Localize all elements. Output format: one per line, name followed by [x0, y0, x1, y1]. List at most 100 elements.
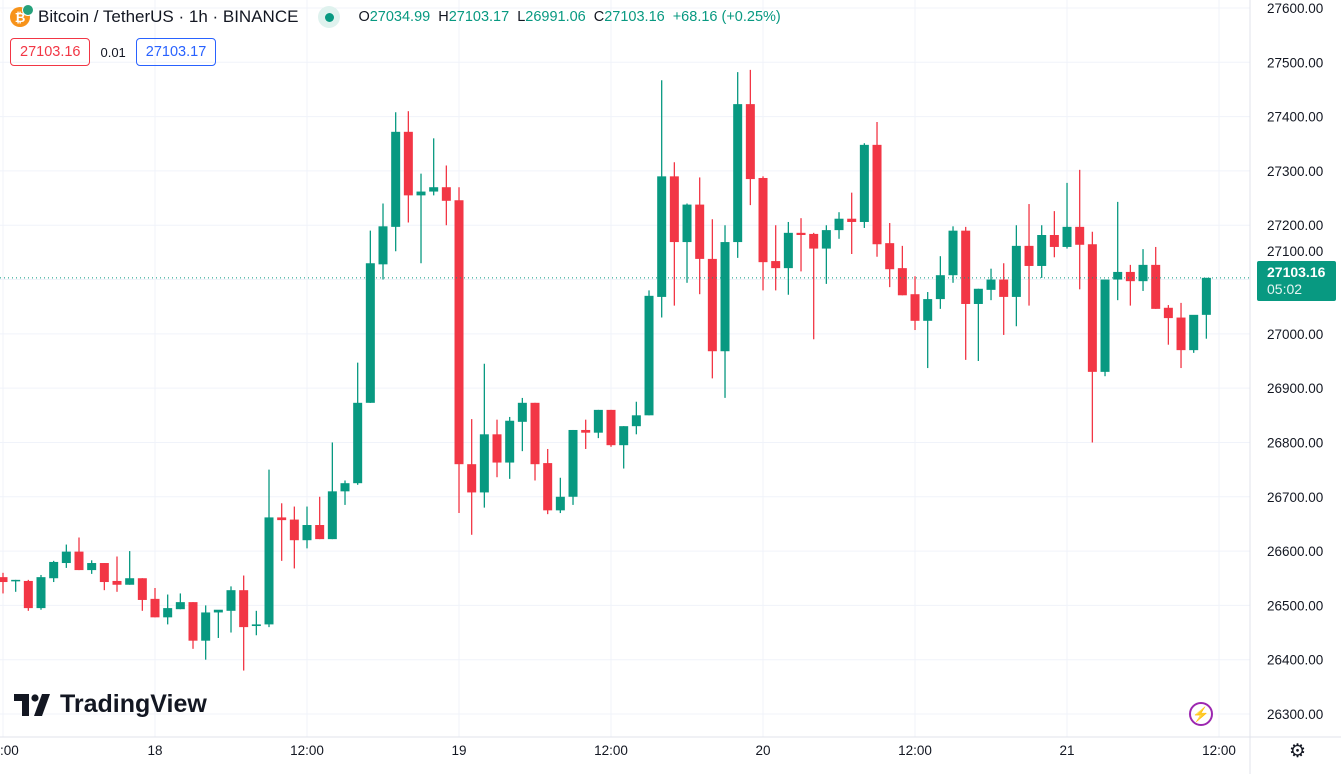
candle-body: [454, 200, 464, 465]
candle-down: [467, 419, 477, 535]
candle-up: [125, 551, 135, 585]
candle-down: [1075, 169, 1085, 290]
candle-body: [606, 409, 616, 446]
candle-body: [479, 434, 489, 493]
candle-body: [1024, 245, 1034, 266]
candle-down: [885, 223, 895, 288]
candle-body: [1100, 279, 1110, 372]
candle-body: [1163, 307, 1173, 319]
candle-body: [0, 577, 8, 583]
candle-down: [847, 192, 857, 255]
candle-down: [454, 187, 464, 514]
candle-up: [593, 409, 603, 439]
candle-body: [125, 578, 135, 585]
candle-body: [1087, 244, 1097, 372]
candle-body: [593, 409, 603, 433]
candle-body: [758, 177, 768, 263]
candle-body: [150, 598, 160, 618]
bitcoin-icon: ₿: [10, 4, 34, 27]
candle-body: [302, 525, 312, 541]
candle-up: [378, 203, 388, 280]
candle-body: [264, 517, 274, 625]
candle-up: [555, 477, 565, 514]
candle-body: [467, 464, 477, 493]
candle-up: [213, 609, 223, 638]
candle-body: [137, 578, 147, 600]
candle-body: [74, 551, 84, 571]
candle-up: [391, 112, 401, 252]
candles: [0, 69, 1211, 671]
candle-body: [999, 279, 1009, 297]
price-tick-label: 26800.00: [1267, 435, 1323, 450]
price-tick-label: 27600.00: [1267, 1, 1323, 16]
candle-body: [834, 218, 844, 231]
candle-body: [872, 144, 882, 245]
candle-body: [1125, 271, 1135, 282]
price-tick-label: 26600.00: [1267, 544, 1323, 559]
time-tick-label: 20: [756, 743, 771, 758]
candle-down: [289, 506, 299, 569]
candle-up: [935, 256, 945, 309]
candle-down: [150, 588, 160, 618]
candle-down: [1049, 211, 1059, 258]
candle-down: [999, 263, 1009, 335]
candle-up: [479, 363, 489, 508]
candle-body: [1037, 235, 1047, 266]
candle-up: [353, 362, 363, 485]
candle-body: [745, 104, 755, 180]
tradingview-logo[interactable]: TradingView: [14, 690, 207, 719]
candle-down: [530, 402, 540, 481]
candle-body: [1176, 317, 1186, 351]
candle-up: [923, 292, 933, 369]
lightning-icon[interactable]: ⚡: [1189, 702, 1213, 726]
market-status-icon[interactable]: [318, 6, 341, 28]
candle-body: [581, 429, 591, 433]
candle-body: [733, 104, 743, 243]
low-value: 26991.06: [525, 9, 586, 25]
candle-down: [403, 111, 413, 223]
candle-body: [327, 491, 337, 540]
price-tick-label: 27500.00: [1267, 55, 1323, 70]
logo-text: TradingView: [60, 690, 207, 718]
symbol-title[interactable]: Bitcoin / TetherUS · 1h · BINANCE: [38, 7, 299, 26]
buy-button[interactable]: 27103.17: [135, 38, 217, 66]
high-value: 27103.17: [448, 9, 510, 25]
sell-button[interactable]: 27103.16: [10, 38, 91, 66]
symbol-header: ₿ Bitcoin / TetherUS · 1h · BINANCE O270…: [10, 4, 781, 28]
candle-body: [682, 204, 692, 243]
price-tick-label: 26400.00: [1267, 653, 1323, 668]
candle-down: [809, 232, 819, 340]
candle-up: [948, 226, 958, 283]
candle-body: [36, 577, 46, 609]
time-tick-label: 18: [147, 743, 162, 758]
candle-up: [733, 72, 743, 258]
candle-down: [745, 69, 755, 206]
candle-body: [213, 609, 223, 613]
candle-up: [644, 290, 654, 416]
candle-body: [277, 517, 287, 521]
candle-body: [783, 232, 793, 269]
time-tick-label: 12:00: [594, 743, 628, 758]
ohlc-values: O27034.99 H27103.17 L26991.06 C27103.16 …: [358, 9, 780, 25]
candle-body: [619, 426, 629, 446]
price-tick-label: 26300.00: [1267, 707, 1323, 722]
candle-body: [1049, 235, 1059, 247]
candle-body: [771, 261, 781, 269]
price-axis[interactable]: 27600.00 27500.00 27400.00 27300.00 27200.00…: [1267, 1, 1323, 722]
candle-body: [1189, 314, 1199, 351]
candle-up: [302, 506, 312, 549]
time-axis[interactable]: :00 18 12:00 19 12:00 20 12:00 21 12:00: [0, 743, 1236, 758]
change-value: +68.16 (+0.25%): [672, 9, 781, 25]
candle-up: [619, 426, 629, 469]
candle-up: [175, 593, 185, 610]
candle-up: [251, 610, 261, 636]
candle-up: [505, 416, 515, 479]
candle-up: [682, 203, 692, 283]
gear-icon[interactable]: ⚙: [1289, 741, 1307, 762]
candle-body: [239, 590, 249, 628]
candle-body: [644, 295, 654, 416]
candle-body: [99, 563, 109, 583]
candle-body: [885, 243, 895, 270]
candle-body: [1075, 226, 1085, 245]
